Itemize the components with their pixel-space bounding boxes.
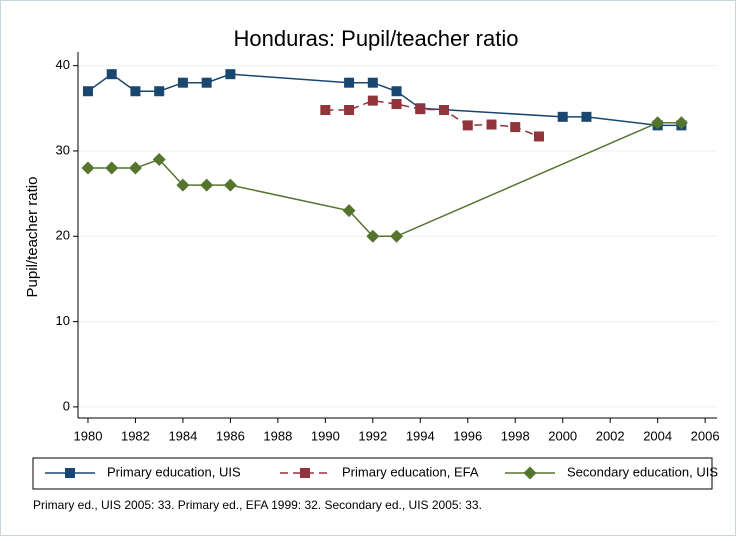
marker — [533, 131, 544, 142]
x-tick-label: 2004 — [643, 428, 672, 443]
legend — [32, 457, 713, 490]
marker — [342, 204, 356, 218]
legend-marker — [300, 468, 310, 478]
marker — [344, 105, 355, 116]
marker — [366, 229, 380, 243]
marker — [105, 161, 119, 175]
marker — [177, 77, 188, 88]
marker — [391, 86, 402, 97]
x-tick-label: 1994 — [406, 428, 435, 443]
marker — [367, 77, 378, 88]
marker — [82, 86, 93, 97]
x-tick-label: 1982 — [121, 428, 150, 443]
marker — [390, 229, 404, 243]
marker — [152, 152, 166, 166]
marker — [581, 111, 592, 122]
marker — [462, 120, 473, 131]
y-tick-label: 30 — [56, 142, 70, 157]
x-tick-label: 1984 — [168, 428, 197, 443]
marker — [557, 111, 568, 122]
legend-label: Primary education, EFA — [342, 464, 479, 479]
marker — [223, 178, 237, 192]
marker — [81, 161, 95, 175]
marker — [486, 119, 497, 130]
marker — [154, 86, 165, 97]
chart-title: Honduras: Pupil/teacher ratio — [234, 26, 519, 51]
marker — [391, 99, 402, 110]
legend-label: Primary education, UIS — [107, 464, 241, 479]
x-tick-label: 2002 — [596, 428, 625, 443]
y-tick-label: 40 — [56, 57, 70, 72]
x-tick-label: 1990 — [311, 428, 340, 443]
marker — [344, 77, 355, 88]
marker — [130, 86, 141, 97]
series-line — [325, 99, 540, 138]
legend-label: Secondary education, UIS — [567, 464, 718, 479]
x-tick-label: 1998 — [501, 428, 530, 443]
x-tick-label: 2006 — [691, 428, 720, 443]
marker — [510, 122, 521, 133]
x-tick-label: 1986 — [216, 428, 245, 443]
marker — [201, 77, 212, 88]
marker — [106, 69, 117, 80]
marker — [367, 95, 378, 106]
y-axis-label: Pupil/teacher ratio — [24, 177, 41, 298]
x-tick-label: 1996 — [453, 428, 482, 443]
x-tick-label: 1980 — [74, 428, 103, 443]
x-tick-label: 2000 — [548, 428, 577, 443]
marker — [415, 104, 426, 115]
y-tick-label: 20 — [56, 228, 70, 243]
x-tick-label: 1988 — [263, 428, 292, 443]
marker — [320, 105, 331, 116]
x-tick-label: 1992 — [358, 428, 387, 443]
marker — [176, 178, 190, 192]
legend-marker — [65, 468, 75, 478]
legend-marker — [523, 466, 537, 480]
marker — [128, 161, 142, 175]
marker — [439, 105, 450, 116]
marker — [651, 116, 665, 130]
marker — [200, 178, 214, 192]
note: Primary ed., UIS 2005: 33. Primary ed., … — [33, 498, 482, 512]
marker — [225, 69, 236, 80]
marker — [674, 116, 688, 130]
y-tick-label: 0 — [63, 398, 70, 413]
y-tick-label: 10 — [56, 313, 70, 328]
